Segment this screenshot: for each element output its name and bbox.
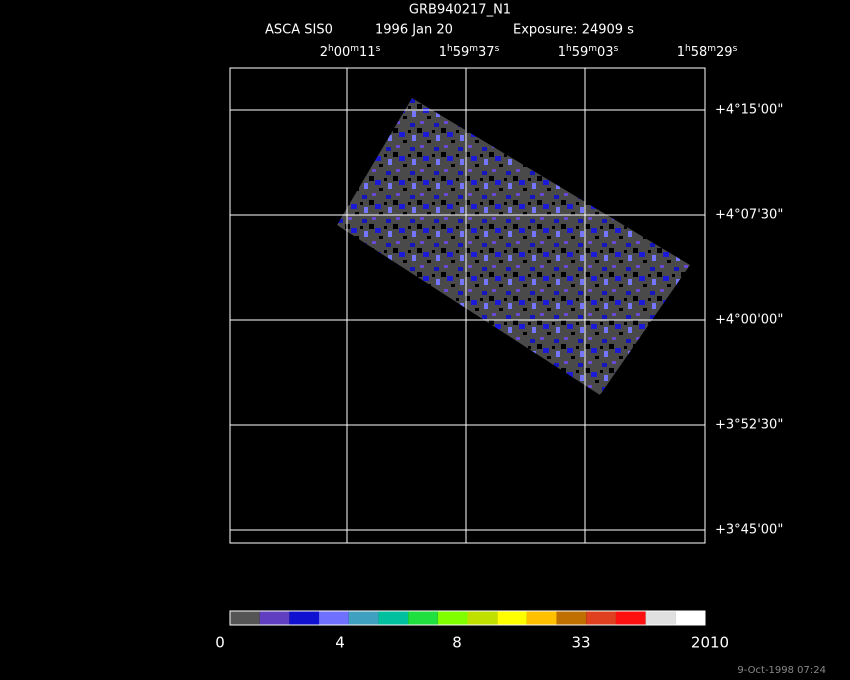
color-cell (615, 611, 646, 625)
colorbar-label: 8 (452, 634, 462, 652)
footer: 9-Oct-1998 07:24 (737, 665, 826, 676)
color-cell (259, 611, 290, 625)
ra-part: 11 (359, 45, 376, 60)
dec-tick-label: +4°15'00" (715, 103, 783, 118)
colorbar-frame (229, 610, 706, 626)
ra-part: 03 (597, 45, 614, 60)
color-cell (319, 611, 349, 625)
ra-part: h (447, 44, 453, 54)
color-cell (289, 611, 320, 625)
ra-part: 1 (439, 45, 447, 60)
instrument: ASCA SIS0 (265, 23, 333, 38)
ra-tick-label: 1h58m29s (677, 44, 738, 60)
frame (229, 67, 706, 544)
ra-part: s (495, 44, 500, 54)
ra-part: 00 (334, 45, 351, 60)
ra-part: h (566, 44, 572, 54)
color-cell (526, 611, 557, 625)
ra-part: 59 (453, 45, 470, 60)
ra-part: 58 (691, 45, 708, 60)
colorbar-label: 0 (215, 634, 225, 652)
exposure: Exposure: 24909 s (513, 23, 634, 38)
ra-part: 2 (320, 45, 328, 60)
dec-tick-label: +3°45'00" (715, 523, 783, 538)
color-cell (467, 611, 498, 625)
ra-tick-label: 1h59m03s (558, 44, 619, 60)
ra-part: m (588, 44, 597, 54)
ra-part: m (350, 44, 359, 54)
ra-part: 29 (716, 45, 733, 60)
color-cell (556, 611, 587, 625)
sky-image (337, 98, 690, 395)
ra-part: 1 (677, 45, 685, 60)
ra-part: s (376, 44, 381, 54)
color-cell (497, 611, 527, 625)
ra-tick-label: 1h59m37s (439, 44, 500, 60)
date: 1996 Jan 20 (375, 23, 453, 38)
ra-part: m (707, 44, 716, 54)
color-cell (408, 611, 438, 625)
ra-part: 59 (572, 45, 589, 60)
ra-part: h (685, 44, 691, 54)
ra-part: 1 (558, 45, 566, 60)
ra-part: m (469, 44, 478, 54)
dec-tick-label: +4°00'00" (715, 313, 783, 328)
color-cell (378, 611, 409, 625)
color-cell (645, 611, 676, 625)
color-cell (586, 611, 616, 625)
ra-part: 37 (478, 45, 495, 60)
colorbar-label: 2010 (691, 634, 729, 652)
color-cell (348, 611, 379, 625)
color-cell (437, 611, 468, 625)
color-cell (230, 611, 260, 625)
color-cell (675, 611, 705, 625)
dec-tick-label: +4°07'30" (715, 208, 783, 223)
dec-tick-label: +3°52'30" (715, 418, 783, 433)
ra-part: s (733, 44, 738, 54)
colorbar-label: 4 (335, 634, 345, 652)
ra-tick-label: 2h00m11s (320, 44, 381, 60)
title: GRB940217_N1 (409, 3, 511, 18)
ra-part: h (328, 44, 334, 54)
ra-part: s (614, 44, 619, 54)
colorbar-label: 33 (571, 634, 590, 652)
